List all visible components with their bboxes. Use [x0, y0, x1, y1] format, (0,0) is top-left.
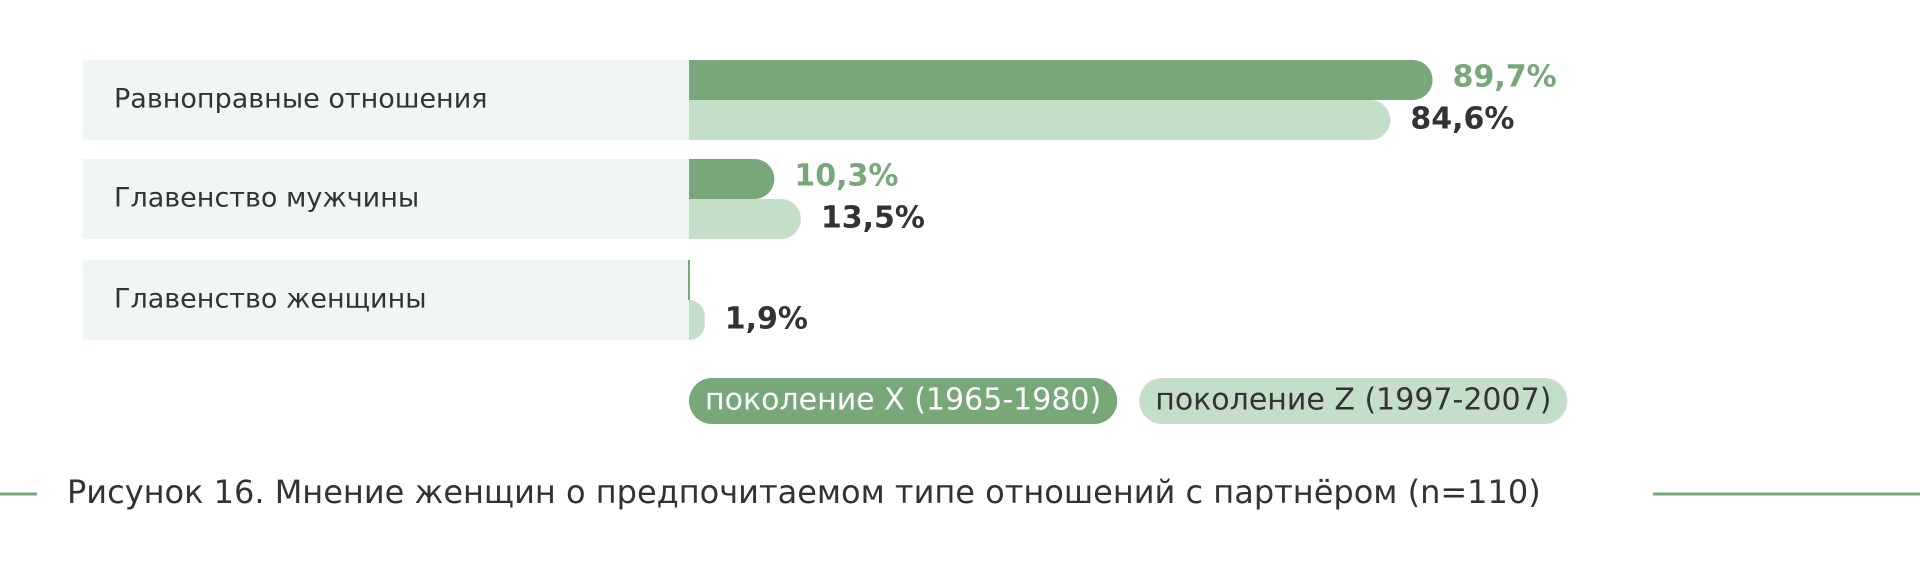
legend-label: поколение Z (1997-2007)	[1155, 383, 1551, 418]
bar	[689, 60, 1433, 100]
value-label: 10,3%	[794, 159, 898, 194]
bar	[689, 199, 801, 239]
category-label: Равноправные отношения	[114, 84, 488, 115]
caption: Рисунок 16. Мнение женщин о предпочитаем…	[67, 473, 1541, 511]
category-label: Главенство женщины	[114, 284, 427, 315]
category-band	[83, 260, 689, 340]
legend-pill	[689, 378, 1118, 424]
value-label: 1,9%	[725, 302, 808, 337]
bar	[689, 159, 775, 199]
legend-pill	[1139, 378, 1568, 424]
value-label: 84,6%	[1410, 102, 1514, 137]
category-band	[83, 159, 689, 239]
category-label: Главенство мужчины	[114, 183, 419, 214]
legend-label: поколение X (1965-1980)	[705, 383, 1101, 418]
value-label: 13,5%	[821, 201, 925, 236]
bar	[689, 100, 1391, 140]
value-label: 89,7%	[1453, 60, 1557, 95]
category-band	[83, 60, 689, 140]
bar	[689, 300, 705, 340]
